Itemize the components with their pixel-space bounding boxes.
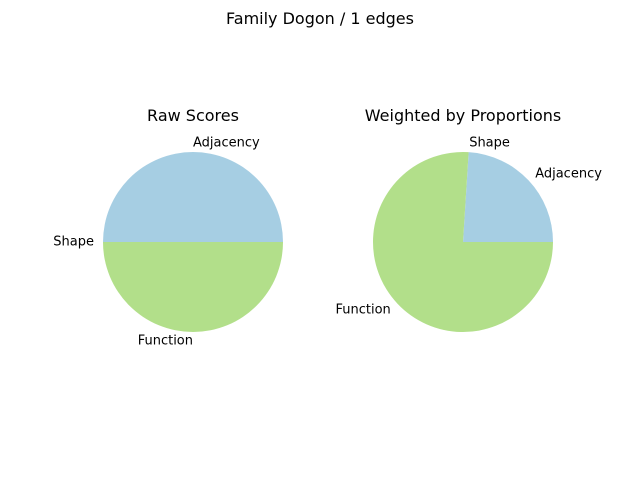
slice-label-adjacency: Adjacency — [193, 136, 260, 151]
pie-slices-weighted: Adjacency Shape Function — [336, 136, 602, 333]
figure-title: Family Dogon / 1 edges — [226, 9, 414, 28]
pie-slice-adjacency — [463, 152, 553, 242]
pie-slice-function — [103, 242, 283, 332]
pie-slice-function — [373, 152, 553, 333]
chart-title-raw-scores: Raw Scores — [147, 106, 239, 125]
slice-label-function: Function — [336, 302, 391, 317]
chart-title-weighted: Weighted by Proportions — [365, 106, 561, 125]
slice-label-shape: Shape — [53, 235, 94, 250]
pie-slice-adjacency — [103, 152, 283, 242]
pie-chart-weighted: Weighted by Proportions Adjacency Shape Fu… — [336, 106, 602, 333]
slice-label-shape: Shape — [469, 136, 510, 151]
slice-label-adjacency: Adjacency — [535, 167, 602, 182]
slice-label-function: Function — [138, 334, 193, 349]
pie-slices-raw-scores: Adjacency Shape Function — [53, 136, 283, 349]
pie-chart-raw-scores: Raw Scores Adjacency Shape Function — [53, 106, 283, 349]
